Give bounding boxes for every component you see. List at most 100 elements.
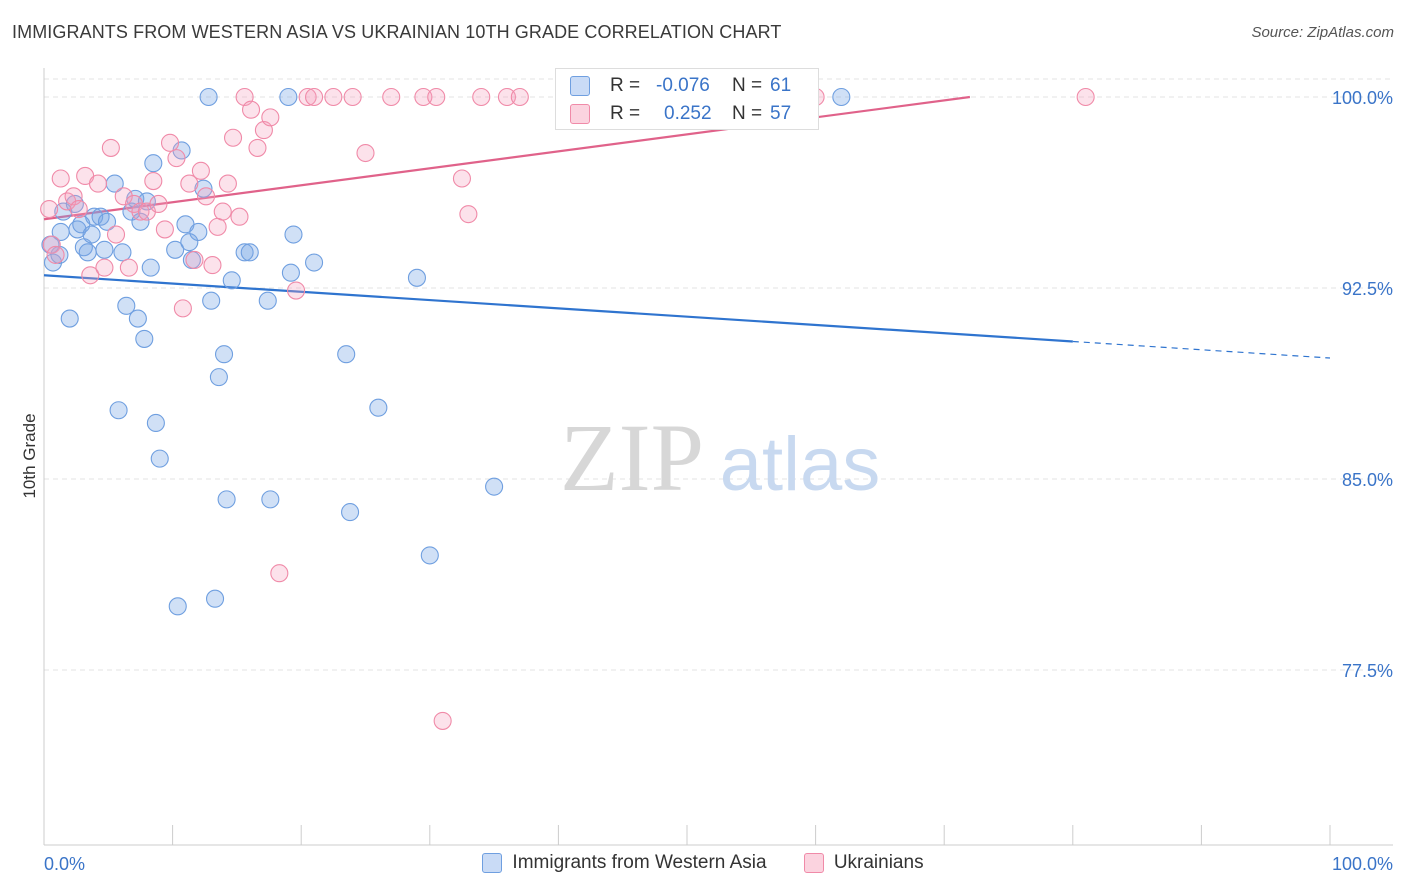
data-points bbox=[40, 87, 1095, 730]
point-ukrainian bbox=[196, 187, 216, 206]
point-western-asia bbox=[209, 368, 228, 387]
point-western-asia bbox=[281, 263, 300, 282]
blue-swatch-icon bbox=[570, 76, 590, 96]
point-western-asia bbox=[189, 222, 208, 242]
point-ukrainian bbox=[191, 161, 210, 180]
legend-label-ukrainians: Ukrainians bbox=[833, 852, 924, 873]
point-ukrainian bbox=[167, 149, 186, 168]
point-western-asia bbox=[214, 345, 234, 364]
point-western-asia bbox=[95, 240, 114, 259]
r-label: R = bbox=[610, 103, 641, 124]
n-value-pink: 57 bbox=[770, 103, 792, 124]
point-ukrainian bbox=[287, 281, 306, 300]
point-western-asia bbox=[258, 291, 277, 310]
chart-title: IMMIGRANTS FROM WESTERN ASIA VS UKRAINIA… bbox=[12, 22, 782, 42]
point-ukrainian bbox=[230, 207, 249, 226]
point-western-asia bbox=[131, 212, 150, 231]
point-ukrainian bbox=[414, 87, 433, 107]
stats-row-pink: R = 0.252 N = 57 bbox=[570, 101, 791, 127]
point-western-asia bbox=[341, 503, 360, 522]
point-ukrainian bbox=[114, 187, 133, 206]
point-ukrainian bbox=[185, 250, 204, 270]
point-western-asia bbox=[369, 398, 388, 417]
point-western-asia bbox=[113, 243, 132, 262]
blue-swatch-icon bbox=[482, 853, 503, 873]
point-western-asia bbox=[305, 253, 324, 272]
point-western-asia bbox=[78, 243, 97, 262]
point-ukrainian bbox=[1076, 87, 1095, 107]
point-ukrainian bbox=[40, 200, 59, 219]
point-western-asia bbox=[135, 329, 154, 348]
point-western-asia bbox=[202, 291, 221, 310]
point-western-asia bbox=[222, 271, 241, 290]
point-ukrainian bbox=[173, 299, 192, 318]
point-western-asia bbox=[150, 449, 169, 468]
point-ukrainian bbox=[131, 202, 150, 221]
point-ukrainian bbox=[497, 87, 517, 107]
point-ukrainian bbox=[144, 171, 163, 191]
point-western-asia bbox=[407, 268, 426, 287]
point-ukrainian bbox=[298, 87, 317, 107]
stats-row-blue: R = -0.076 N = 61 bbox=[570, 73, 791, 99]
point-western-asia bbox=[109, 401, 128, 420]
point-western-asia bbox=[60, 309, 79, 328]
point-western-asia bbox=[97, 212, 117, 231]
point-western-asia bbox=[832, 87, 851, 107]
x-tick-label-min: 0.0% bbox=[44, 854, 85, 874]
r-value-blue: -0.076 bbox=[656, 75, 710, 96]
point-ukrainian bbox=[510, 87, 529, 107]
pink-swatch-icon bbox=[803, 853, 824, 873]
y-tick-label: 85.0% bbox=[1342, 470, 1393, 490]
point-western-asia bbox=[240, 243, 259, 262]
point-western-asia bbox=[420, 546, 439, 565]
point-ukrainian bbox=[203, 256, 222, 275]
n-value-blue: 61 bbox=[770, 75, 792, 96]
point-ukrainian bbox=[270, 564, 289, 583]
r-label: R = bbox=[610, 75, 641, 96]
y-axis-label: 10th Grade bbox=[20, 413, 39, 498]
watermark-atlas: atlas bbox=[720, 422, 881, 507]
point-ukrainian bbox=[46, 245, 65, 264]
point-ukrainian bbox=[213, 202, 232, 221]
point-ukrainian bbox=[160, 133, 180, 152]
point-ukrainian bbox=[248, 138, 267, 157]
trend-line-western-asia-extension bbox=[1072, 340, 1331, 359]
legend-item-western-asia[interactable]: Immigrants from Western Asia bbox=[482, 852, 767, 874]
gridlines bbox=[44, 78, 1393, 671]
pink-swatch-icon bbox=[570, 104, 590, 124]
point-ukrainian bbox=[106, 225, 126, 244]
point-ukrainian bbox=[149, 194, 168, 214]
point-ukrainian bbox=[356, 143, 375, 163]
y-tick-label: 100.0% bbox=[1332, 88, 1393, 108]
point-western-asia bbox=[166, 240, 185, 259]
point-ukrainian bbox=[459, 205, 478, 224]
point-western-asia bbox=[180, 233, 199, 252]
n-label: N = bbox=[732, 75, 763, 96]
point-western-asia bbox=[168, 597, 187, 616]
point-ukrainian bbox=[51, 169, 70, 188]
point-ukrainian bbox=[427, 87, 446, 107]
point-western-asia bbox=[50, 245, 69, 264]
y-tick-label: 92.5% bbox=[1342, 279, 1393, 299]
point-ukrainian bbox=[472, 87, 491, 107]
point-ukrainian bbox=[261, 108, 280, 127]
point-ukrainian bbox=[208, 217, 227, 236]
point-ukrainian bbox=[88, 174, 108, 193]
point-ukrainian bbox=[155, 220, 174, 239]
point-ukrainian bbox=[101, 138, 120, 157]
r-value-pink: 0.252 bbox=[664, 103, 712, 124]
source-label: Source: ZipAtlas.com bbox=[1251, 24, 1394, 41]
point-western-asia bbox=[82, 225, 101, 244]
point-ukrainian bbox=[218, 174, 237, 193]
point-western-asia bbox=[279, 87, 298, 107]
y-tick-label: 77.5% bbox=[1342, 661, 1393, 681]
n-label: N = bbox=[732, 103, 763, 124]
point-western-asia bbox=[235, 243, 254, 262]
legend-item-ukrainians[interactable]: Ukrainians bbox=[803, 852, 924, 874]
point-ukrainian bbox=[452, 169, 472, 188]
point-ukrainian bbox=[119, 258, 138, 277]
point-ukrainian bbox=[180, 174, 199, 193]
trend-line-western-asia bbox=[43, 274, 1073, 343]
point-western-asia bbox=[261, 490, 280, 509]
